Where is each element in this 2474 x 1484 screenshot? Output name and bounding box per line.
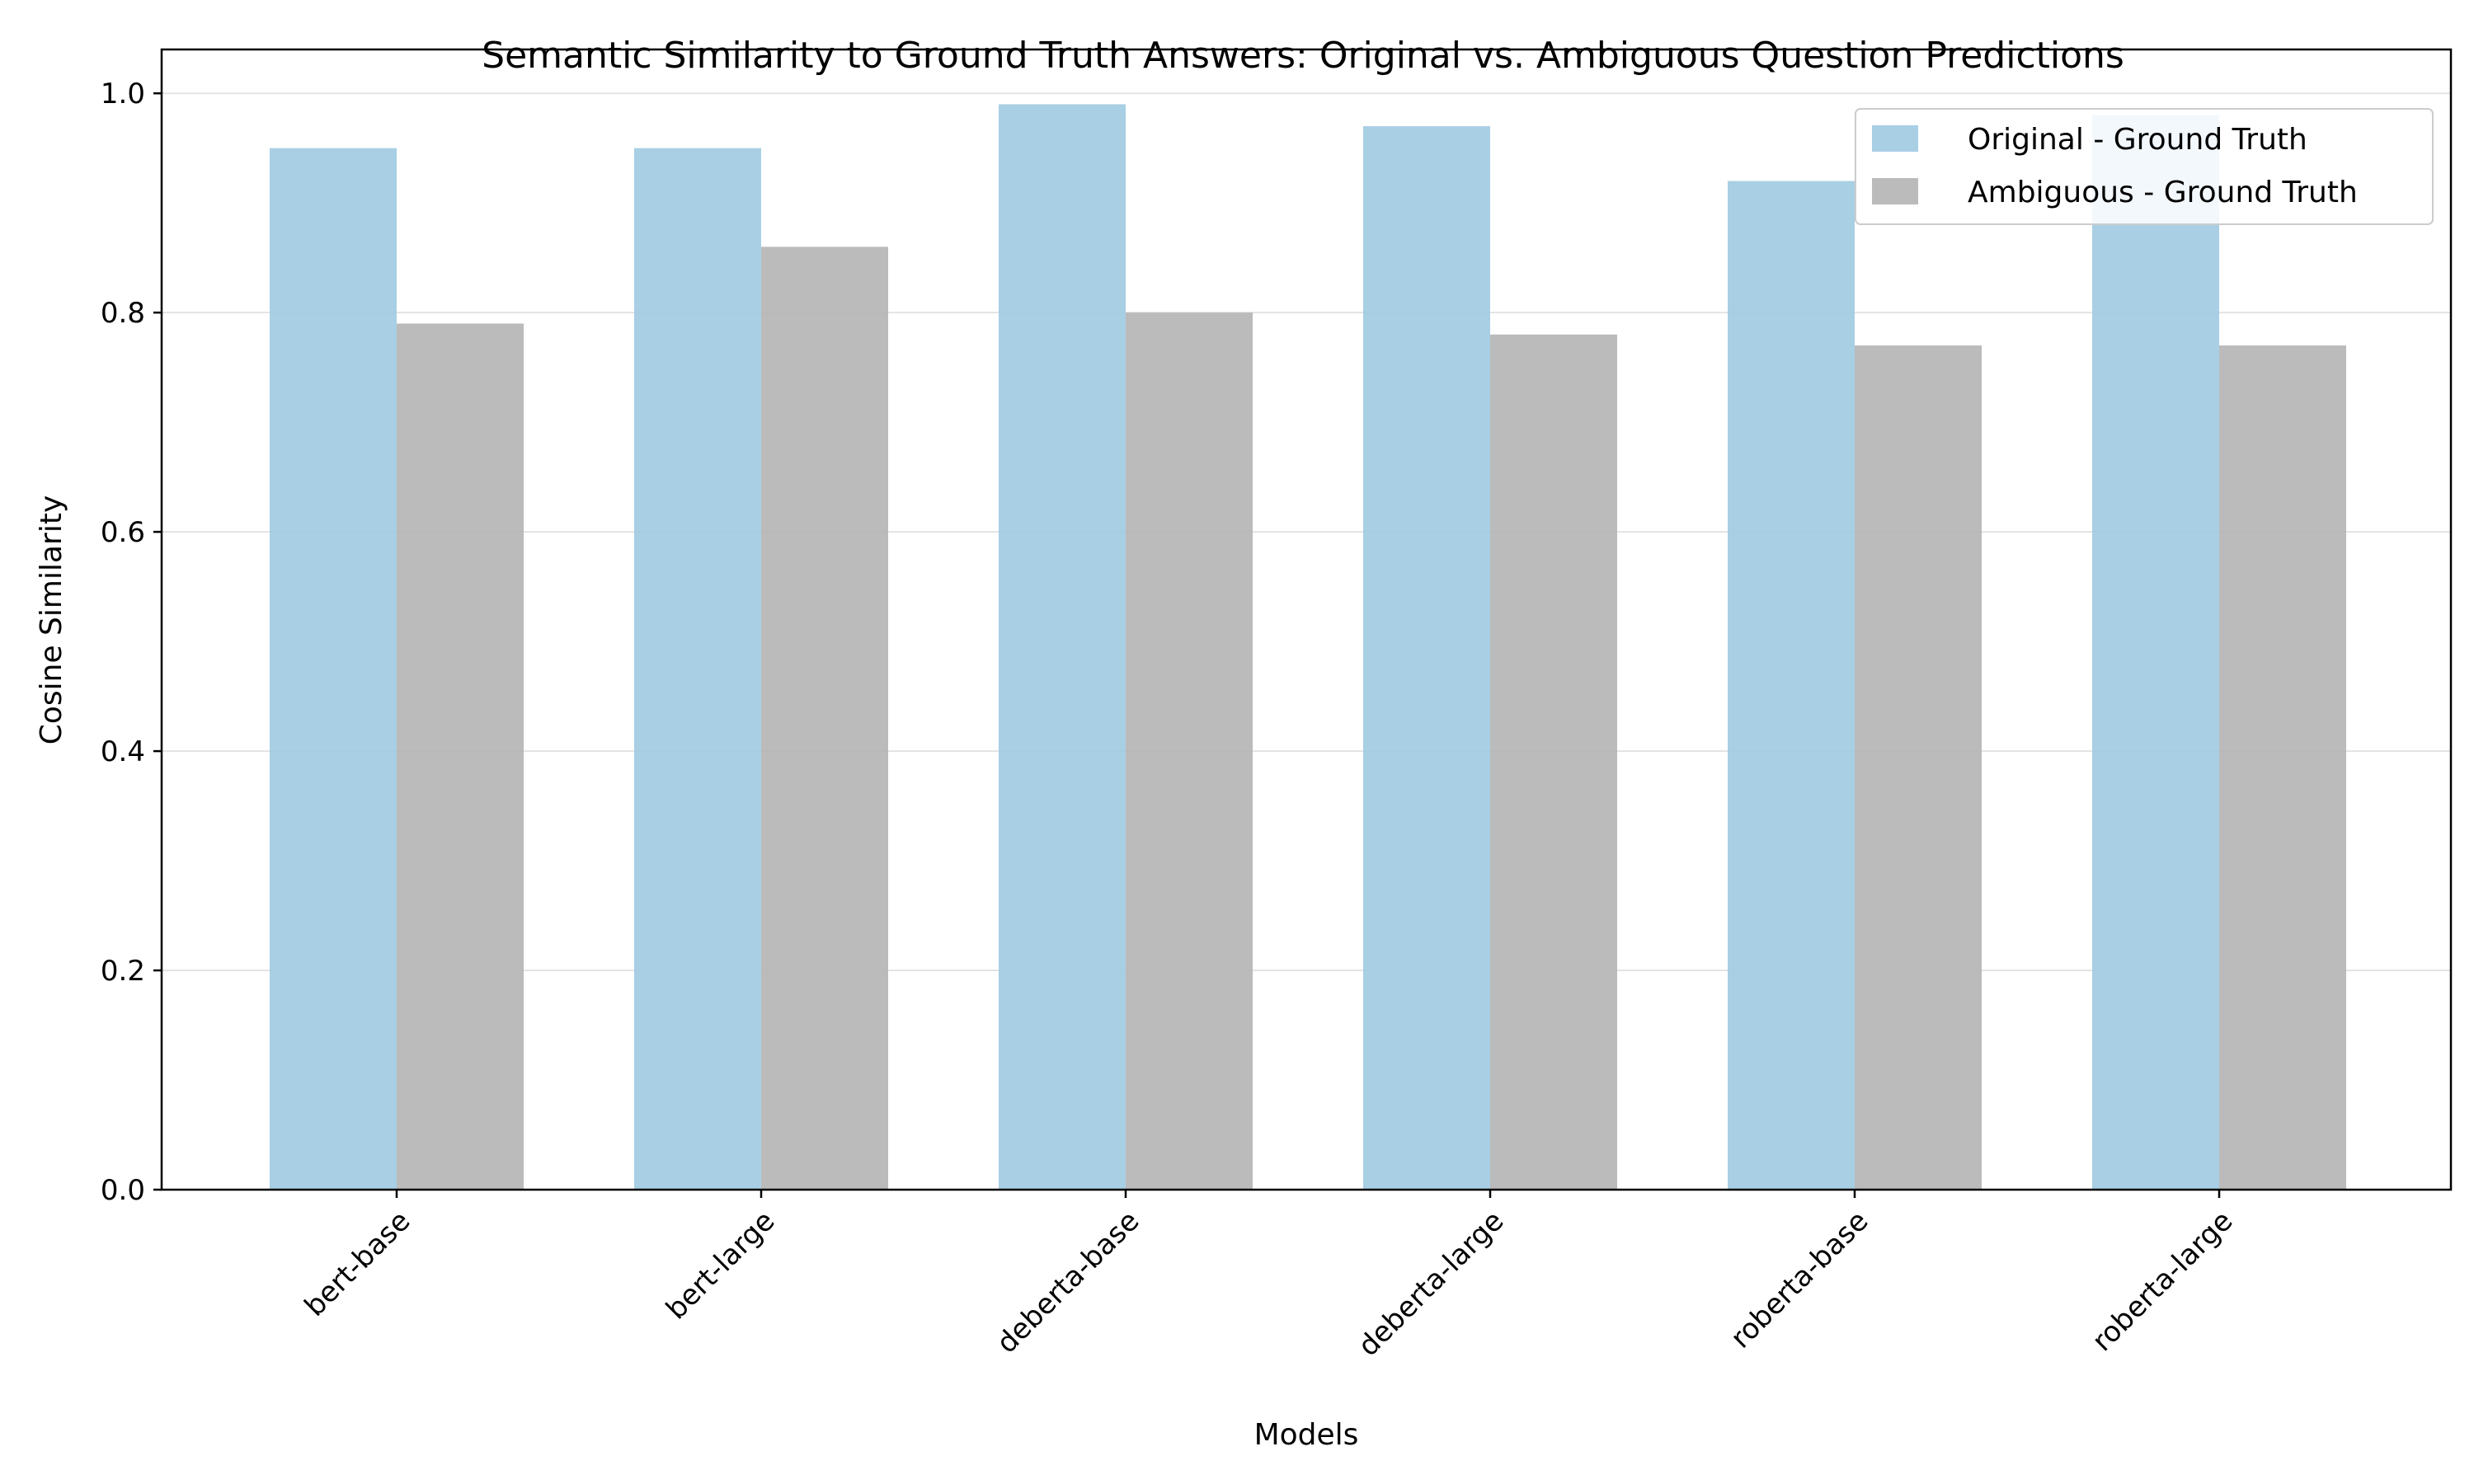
original-bar bbox=[1363, 126, 1490, 1190]
legend-swatch bbox=[1872, 178, 1918, 204]
plot-frame bbox=[160, 48, 2453, 1191]
x-tick-label: deberta-large bbox=[1352, 1205, 1510, 1363]
legend-label: Original - Ground Truth bbox=[1968, 123, 2307, 157]
y-tick-label: 0.4 bbox=[101, 735, 145, 768]
original-bar bbox=[2092, 115, 2219, 1190]
ambiguous-bar bbox=[2219, 345, 2346, 1190]
legend-swatch bbox=[1872, 125, 1918, 152]
original-bar bbox=[270, 148, 397, 1190]
x-axis-ticks: bert-base bert-large deberta-base deberta-l… bbox=[299, 1190, 2239, 1363]
x-tick-label: roberta-base bbox=[1724, 1205, 1874, 1355]
y-tick-label: 0.6 bbox=[101, 516, 145, 549]
legend-box bbox=[1855, 108, 2434, 225]
legend: Original - Ground Truth Ambiguous - Groun… bbox=[1855, 108, 2434, 225]
bars bbox=[270, 104, 2346, 1190]
ambiguous-bar bbox=[1490, 334, 1617, 1190]
y-axis-ticks: 0.0 0.2 0.4 0.6 0.8 1.0 bbox=[101, 77, 162, 1207]
original-bar bbox=[634, 148, 761, 1190]
y-axis-label: Cosine Similarity bbox=[35, 495, 68, 745]
y-tick-label: 0.0 bbox=[101, 1174, 145, 1207]
x-tick-label: roberta-large bbox=[2086, 1205, 2239, 1358]
ambiguous-bar bbox=[761, 247, 888, 1190]
chart-title: Semantic Similarity to Ground Truth Answ… bbox=[482, 35, 2124, 77]
ambiguous-bar bbox=[1855, 345, 1982, 1190]
ambiguous-bar bbox=[397, 323, 524, 1190]
x-axis-label: Models bbox=[1254, 1418, 1359, 1452]
x-tick-label: bert-large bbox=[660, 1205, 781, 1326]
ambiguous-bar bbox=[1126, 312, 1253, 1190]
y-tick-label: 1.0 bbox=[101, 77, 145, 110]
y-tick-label: 0.2 bbox=[101, 955, 145, 988]
legend-label: Ambiguous - Ground Truth bbox=[1968, 176, 2358, 209]
x-tick-label: deberta-base bbox=[990, 1205, 1145, 1360]
x-tick-label: bert-base bbox=[299, 1205, 417, 1323]
y-tick-label: 0.8 bbox=[101, 297, 145, 330]
original-bar bbox=[1728, 181, 1855, 1190]
original-bar bbox=[999, 104, 1126, 1190]
